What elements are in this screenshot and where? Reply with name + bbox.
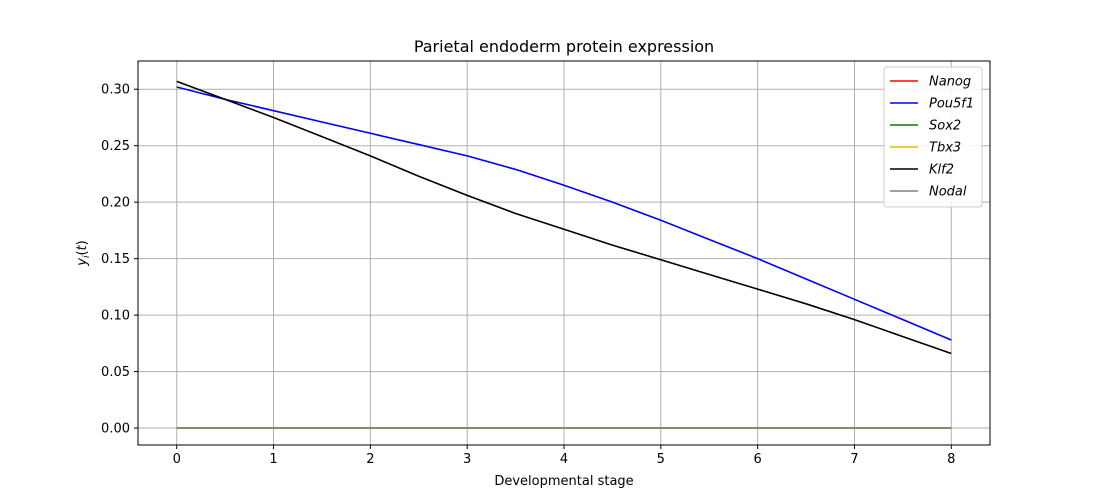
y-tick-label: 0.20: [101, 196, 130, 211]
series-lines: [176, 80, 952, 429]
x-axis-label: Developmental stage: [494, 474, 633, 489]
x-tick-label: 7: [850, 452, 858, 467]
x-axis-ticks: 0 1 2 3 4 5 6 7 8: [173, 445, 955, 467]
y-tick-label: 0.05: [101, 365, 130, 380]
x-tick-label: 3: [463, 452, 471, 467]
y-tick-label: 0.25: [101, 139, 130, 154]
chart-title: Parietal endoderm protein expression: [414, 37, 714, 56]
legend-box: [883, 66, 983, 208]
y-tick-label: 0.00: [101, 422, 130, 437]
x-tick-label: 8: [947, 452, 955, 467]
legend-label: Nodal: [929, 185, 967, 200]
y-axis-label: yi(t): [75, 240, 92, 266]
grid: [138, 61, 990, 445]
x-tick-label: 5: [657, 452, 665, 467]
x-tick-label: 4: [560, 452, 568, 467]
series-line-klf2: [176, 80, 952, 355]
y-tick-label: 0.10: [101, 309, 130, 324]
legend: Nanog Pou5f1 Sox2 Tbx3 Klf2 Nodal: [883, 66, 983, 208]
legend-label: Sox2: [929, 119, 961, 134]
x-tick-label: 6: [753, 452, 761, 467]
x-tick-label: 2: [366, 452, 374, 467]
series-line-pou5f1: [176, 86, 952, 341]
x-tick-label: 0: [173, 452, 181, 467]
legend-label: Pou5f1: [929, 97, 974, 112]
y-tick-label: 0.15: [101, 252, 130, 267]
y-tick-label: 0.30: [101, 83, 130, 98]
legend-label: Tbx3: [929, 141, 961, 156]
y-axis-ticks: 0.00 0.05 0.10 0.15 0.20 0.25 0.30: [101, 83, 138, 437]
legend-label: Nanog: [929, 75, 971, 90]
legend-label: Klf2: [929, 163, 954, 178]
x-tick-label: 1: [269, 452, 277, 467]
